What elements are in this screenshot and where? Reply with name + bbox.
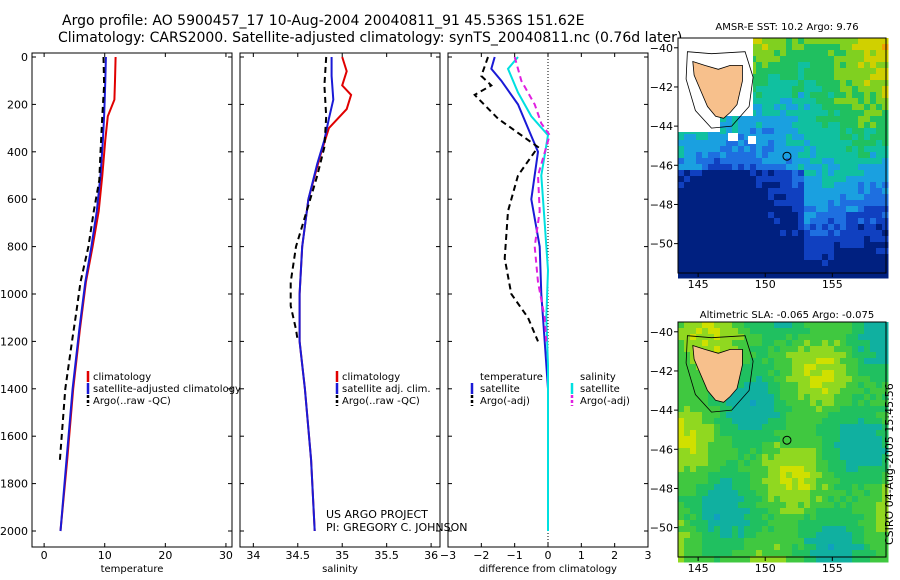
pi-credit: PI: GREGORY C. JOHNSON: [326, 521, 467, 534]
x-tick-label: 34.5: [286, 549, 311, 562]
legend-entry: satellite-adjusted climatology: [93, 384, 241, 395]
legend-entry: satellite adj. clim.: [342, 384, 431, 395]
lat-tick-label: −42: [650, 81, 673, 94]
lat-tick-label: −42: [650, 365, 673, 378]
lat-tick-label: −46: [650, 159, 673, 172]
project-credit: US ARGO PROJECT: [326, 508, 428, 521]
series-line: [298, 57, 335, 532]
panel-difference: −3 −2 −1 0 1 2 3 difference from climatology tem…: [440, 52, 652, 575]
no-data-region: [728, 133, 738, 141]
y-tick-label: 1000: [0, 288, 28, 301]
lat-tick-label: −44: [650, 120, 673, 133]
legend-entry: Argo(-adj): [580, 396, 630, 407]
timestamp-stamp: CSIRO 04-Aug-2005 15:45:56: [883, 383, 896, 545]
y-tick-label: 0: [21, 51, 28, 64]
legend-entry: climatology: [342, 372, 400, 383]
x-tick-label: 3: [645, 549, 652, 562]
x-tick-label: 34: [246, 549, 260, 562]
y-tick-label: 2000: [0, 525, 28, 538]
y-tick-label: 1400: [0, 383, 28, 396]
y-tick-label: 1200: [0, 335, 28, 348]
shelf-contour: [685, 51, 754, 129]
y-tick-label: 600: [7, 193, 28, 206]
x-tick-label: −1: [507, 549, 523, 562]
y-tick-label: 1600: [0, 430, 28, 443]
y-tick-label: 1800: [0, 478, 28, 491]
lat-tick-label: −48: [650, 482, 673, 495]
lat-tick-label: −40: [650, 42, 673, 55]
x-tick-label: 36: [424, 549, 438, 562]
legend-entry: Argo(..raw -QC): [93, 396, 171, 407]
legend-entry: satellite: [480, 384, 520, 395]
series-line: [289, 56, 328, 342]
y-tick-label: 400: [7, 146, 28, 159]
sst-map: AMSR-E SST: 10.2 Argo: 9.76 −40 −42 −44 −46 −…: [650, 22, 889, 291]
lat-tick-label: −44: [650, 404, 673, 417]
legend-entry: satellite: [580, 384, 620, 395]
map-title: AMSR-E SST: 10.2 Argo: 9.76: [715, 22, 858, 33]
tasmania-landmass: [692, 60, 743, 119]
shelf-contour: [685, 335, 754, 413]
lon-tick-label: 155: [822, 278, 843, 291]
map-frame: [677, 37, 887, 274]
lat-tick-label: −46: [650, 443, 673, 456]
x-tick-label: 0: [545, 549, 552, 562]
x-tick-label: −3: [440, 549, 456, 562]
lon-tick-label: 150: [755, 562, 776, 575]
argo-float-marker: [782, 435, 792, 445]
y-tick-label: 800: [7, 241, 28, 254]
panel-frame: [239, 52, 441, 548]
series-line: [59, 56, 117, 532]
legend-entry: Argo(-adj): [480, 396, 530, 407]
lat-tick-label: −50: [650, 238, 673, 251]
x-tick-label: 20: [158, 549, 172, 562]
header-line-1: Argo profile: AO 5900457_17 10-Aug-2004 …: [62, 13, 585, 29]
lat-tick-label: −40: [650, 326, 673, 339]
series-line: [490, 56, 549, 531]
lon-tick-label: 145: [688, 562, 709, 575]
x-tick-label: 2: [611, 549, 618, 562]
x-tick-label: 1: [578, 549, 585, 562]
lat-tick-label: −50: [650, 522, 673, 535]
map-frame: [677, 321, 887, 558]
series-line: [58, 56, 106, 460]
x-tick-label: 35: [335, 549, 349, 562]
series-line: [473, 56, 540, 342]
x-tick-label: 30: [219, 549, 233, 562]
panel-frame: [31, 52, 233, 548]
series-line: [506, 56, 550, 531]
lon-tick-label: 145: [688, 278, 709, 291]
panel-salinity: 34 34.5 35 35.5 36 salinity climatologysatelli…: [239, 52, 441, 575]
no-data-region: [678, 116, 720, 132]
tasmania-landmass: [692, 344, 743, 403]
x-tick-label: 10: [98, 549, 112, 562]
x-tick-label: 0: [41, 549, 48, 562]
lat-tick-label: −48: [650, 198, 673, 211]
argo-float-marker: [782, 151, 792, 161]
legend-entry: climatology: [93, 372, 151, 383]
legend-entry: salinity: [580, 372, 616, 383]
x-tick-label: 35.5: [374, 549, 399, 562]
lon-tick-label: 150: [755, 278, 776, 291]
header-line-2: Climatology: CARS2000. Satellite-adjuste…: [58, 30, 683, 46]
x-tick-label: −2: [473, 549, 489, 562]
legend-entry: temperature: [480, 372, 543, 383]
x-axis-label: difference from climatology: [479, 564, 617, 575]
panel-temperature: 0 200 400 600 800 1000 1200 1400 1600 1800 2000 0 10…: [0, 51, 241, 575]
map-title: Altimetric SLA: -0.065 Argo: -0.075: [700, 310, 875, 321]
y-tick-label: 200: [7, 98, 28, 111]
no-data-region: [748, 136, 756, 144]
x-axis-label: temperature: [101, 564, 164, 575]
x-axis-label: salinity: [322, 564, 358, 575]
sla-map: Altimetric SLA: -0.065 Argo: -0.075 −40 −4…: [650, 310, 889, 575]
series-line: [59, 56, 107, 532]
lon-tick-label: 155: [822, 562, 843, 575]
legend-entry: Argo(..raw -QC): [342, 396, 420, 407]
series-line: [513, 56, 551, 342]
